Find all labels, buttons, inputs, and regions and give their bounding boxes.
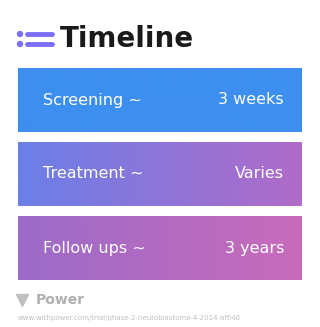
Text: Varies: Varies — [235, 166, 284, 181]
Text: 3 weeks: 3 weeks — [218, 93, 284, 108]
Circle shape — [18, 42, 22, 46]
Text: Timeline: Timeline — [60, 25, 194, 53]
Text: Treatment ~: Treatment ~ — [43, 166, 143, 181]
Text: Follow ups ~: Follow ups ~ — [43, 240, 146, 255]
Text: Power: Power — [36, 293, 85, 307]
Circle shape — [18, 31, 22, 37]
Text: 3 years: 3 years — [225, 240, 284, 255]
Text: Screening ~: Screening ~ — [43, 93, 142, 108]
Text: www.withpower.com/trial/phase-2-neuroblastoma-4-2014-af646: www.withpower.com/trial/phase-2-neurobla… — [18, 315, 241, 321]
